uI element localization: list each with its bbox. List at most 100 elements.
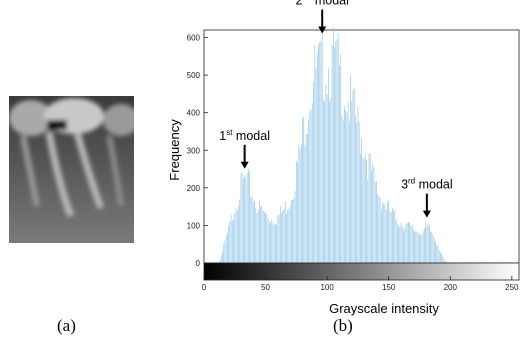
histogram-bar xyxy=(254,200,255,263)
histogram-bar xyxy=(311,103,313,263)
histogram-bar xyxy=(325,85,327,264)
histogram-bar xyxy=(265,212,266,263)
histogram-bar xyxy=(281,212,282,263)
histogram-bar xyxy=(241,173,243,263)
x-tick-label: 100 xyxy=(320,283,334,292)
y-tick-label: 300 xyxy=(187,146,201,155)
histogram-bar xyxy=(383,203,385,263)
histogram-bar xyxy=(337,33,339,263)
histogram-bar xyxy=(249,172,250,263)
histogram-bar xyxy=(315,68,317,264)
histogram-bar xyxy=(348,121,350,263)
histogram-bar xyxy=(432,234,434,263)
histogram-bar xyxy=(231,220,233,263)
histogram-bar xyxy=(417,233,419,263)
histogram-bar xyxy=(259,199,260,263)
histogram-bar xyxy=(318,44,319,264)
histogram-bar xyxy=(431,232,433,263)
histogram-bar xyxy=(320,41,322,264)
histogram-bar xyxy=(404,228,406,263)
y-tick-label: 100 xyxy=(187,221,201,230)
histogram-bar xyxy=(255,208,257,263)
histogram-bar xyxy=(263,212,265,263)
histogram-bar xyxy=(446,262,447,263)
histogram-bar xyxy=(344,105,345,263)
histogram-bar xyxy=(356,122,358,263)
histogram-bar xyxy=(262,210,264,263)
dental-xray-image xyxy=(9,96,134,243)
histogram-bar xyxy=(314,44,316,264)
histogram-bar xyxy=(295,160,297,263)
histogram-bar xyxy=(239,199,241,263)
histogram-bar xyxy=(309,109,311,263)
histogram-bar xyxy=(246,173,248,263)
histogram-bar xyxy=(355,116,356,264)
histogram-bar xyxy=(298,145,300,263)
histogram-bar xyxy=(372,163,374,263)
histogram-bar xyxy=(224,240,226,263)
histogram-bar xyxy=(430,231,431,263)
histogram-bar xyxy=(374,181,376,263)
histogram-bar xyxy=(336,39,338,264)
histogram-bar xyxy=(310,109,312,263)
histogram-bar xyxy=(236,210,238,263)
histogram-bar xyxy=(276,224,278,263)
histogram-bar xyxy=(405,224,407,263)
histogram-bar xyxy=(377,194,378,263)
histogram-bar xyxy=(400,222,402,263)
histogram-bar xyxy=(319,41,321,263)
histogram-bar xyxy=(279,206,281,263)
histogram-bar xyxy=(371,170,372,263)
histogram-bar xyxy=(277,215,279,263)
histogram-bar xyxy=(292,200,294,263)
histogram-bar xyxy=(379,197,381,263)
histogram-bar xyxy=(368,153,370,263)
histogram-bar xyxy=(399,226,401,263)
histogram-bar xyxy=(401,226,403,263)
histogram-bar xyxy=(293,198,295,263)
histogram-bar xyxy=(352,89,354,264)
histogram-bar xyxy=(385,210,387,263)
histogram-bar xyxy=(305,134,307,263)
histogram-bar xyxy=(238,205,239,263)
histogram-bar xyxy=(436,245,438,263)
histogram-bar xyxy=(351,100,353,263)
histogram-bar xyxy=(361,138,362,263)
histogram-bar xyxy=(398,226,399,263)
histogram-bar xyxy=(245,177,247,263)
y-tick-label: 200 xyxy=(187,184,201,193)
histogram-bar xyxy=(414,231,415,263)
histogram-bar xyxy=(313,81,314,263)
histogram-bar xyxy=(233,219,234,263)
histogram-bar xyxy=(392,207,393,263)
histogram-bar xyxy=(222,250,223,263)
histogram-bar xyxy=(326,94,328,263)
histogram-bar xyxy=(299,149,301,263)
histogram-bar xyxy=(330,97,332,263)
y-tick-label: 600 xyxy=(187,34,201,43)
histogram-bar xyxy=(228,225,229,263)
histogram-bar xyxy=(227,232,228,263)
histogram-bar xyxy=(251,196,253,263)
histogram-bar xyxy=(412,229,414,263)
modal-arrow xyxy=(422,193,431,218)
histogram-bar xyxy=(427,224,429,263)
histogram-bar xyxy=(340,53,342,264)
histogram-bar xyxy=(373,167,375,263)
histogram-bar xyxy=(300,143,302,263)
histogram-bar xyxy=(257,209,259,263)
histogram-bar xyxy=(266,214,268,263)
histogram-bar xyxy=(282,210,284,263)
histogram-bar xyxy=(380,209,382,263)
histogram-bar xyxy=(367,180,369,263)
histogram-bar xyxy=(396,223,398,263)
histogram-bar xyxy=(437,245,439,263)
histogram-bar xyxy=(339,65,340,264)
histogram-bar xyxy=(289,206,291,263)
histogram-bar xyxy=(422,230,424,263)
histogram-bar xyxy=(244,175,246,263)
histogram-bar xyxy=(324,101,326,263)
histogram-bar xyxy=(428,224,430,263)
modal-arrow xyxy=(240,144,249,169)
